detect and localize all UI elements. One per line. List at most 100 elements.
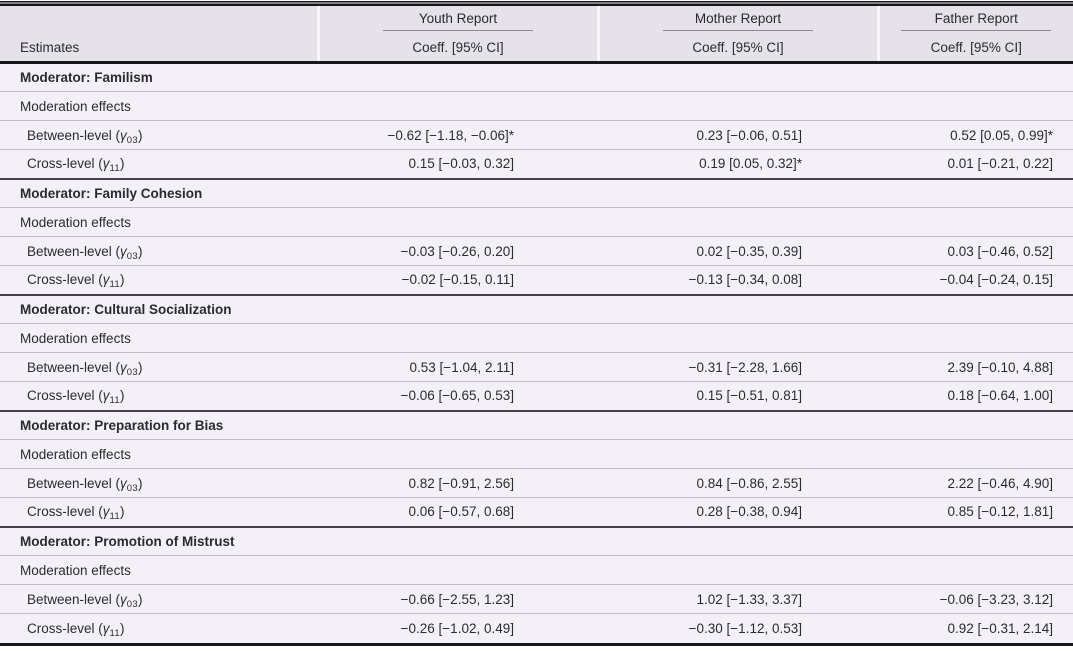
table-header: Youth Report Mother Report Father Report… xyxy=(0,6,1073,64)
estimate-label-text: Cross-level ( xyxy=(27,156,103,172)
coeff-value: −0.03 [−0.26, 0.20] xyxy=(318,236,598,266)
gamma-subscript: 11 xyxy=(109,163,120,175)
moderator-section-row: Moderator: Familism xyxy=(0,61,1073,92)
gamma-subscript: 11 xyxy=(109,395,120,407)
estimate-label-text: Between-level ( xyxy=(27,359,121,375)
column-group-father: Father Report xyxy=(876,6,1073,33)
coeff-value: 2.22 [−0.46, 4.90] xyxy=(878,468,1073,498)
estimate-row: Between-level (γ03) −0.03 [−0.26, 0.20] 0.… xyxy=(0,236,1073,266)
coeff-value: 0.06 [−0.57, 0.68] xyxy=(318,497,598,527)
coeff-value: −0.30 [−1.12, 0.53] xyxy=(598,613,878,643)
gamma-subscript: 03 xyxy=(126,366,138,378)
column-header-row: Estimates Coeff. [95% CI] Coeff. [95% CI… xyxy=(0,33,1073,64)
coeff-header-youth: Coeff. [95% CI] xyxy=(316,33,598,64)
section-title: Moderator: Cultural Socialization xyxy=(0,293,1073,324)
coeff-value: 2.39 [−0.10, 4.88] xyxy=(878,352,1073,382)
estimate-label: Cross-level (γ11) xyxy=(0,497,318,527)
coeff-value: −0.62 [−1.18, −0.06]* xyxy=(318,120,598,150)
estimate-label: Cross-level (γ11) xyxy=(0,149,318,179)
estimate-row: Between-level (γ03) −0.66 [−2.55, 1.23] 1.… xyxy=(0,584,1073,614)
estimate-label: Between-level (γ03) xyxy=(0,468,318,498)
coeff-value: −0.31 [−2.28, 1.66] xyxy=(598,352,878,382)
coeff-value: 0.15 [−0.03, 0.32] xyxy=(318,149,598,179)
moderation-effects-label: Moderation effects xyxy=(0,439,1073,469)
moderation-effects-label: Moderation effects xyxy=(0,207,1073,237)
estimate-label-text: Between-level ( xyxy=(27,591,121,607)
section-title: Moderator: Family Cohesion xyxy=(0,177,1073,208)
moderator-section-row: Moderator: Cultural Socialization xyxy=(0,293,1073,324)
section-title: Moderator: Familism xyxy=(0,61,1073,92)
coeff-value: −0.02 [−0.15, 0.11] xyxy=(318,265,598,295)
header-empty-cell xyxy=(0,6,318,33)
column-group-row: Youth Report Mother Report Father Report xyxy=(0,6,1073,33)
estimate-label-close: ) xyxy=(119,504,125,520)
youth-report-spanner: Youth Report xyxy=(383,11,533,31)
estimate-label-text: Between-level ( xyxy=(27,243,121,259)
moderation-effects-row: Moderation effects xyxy=(0,207,1073,237)
moderator-section-row: Moderator: Family Cohesion xyxy=(0,177,1073,208)
coeff-value: 0.53 [−1.04, 2.11] xyxy=(318,352,598,382)
estimate-row: Between-level (γ03) −0.62 [−1.18, −0.06]*… xyxy=(0,120,1073,150)
column-group-youth: Youth Report xyxy=(316,6,598,33)
gamma-subscript: 11 xyxy=(109,279,120,291)
estimate-label-text: Cross-level ( xyxy=(27,272,103,288)
gamma-symbol: γ xyxy=(102,620,110,636)
estimate-label-close: ) xyxy=(137,127,143,143)
estimate-label-close: ) xyxy=(137,359,143,375)
moderation-effects-label: Moderation effects xyxy=(0,555,1073,585)
estimate-label-close: ) xyxy=(137,243,143,259)
estimate-label-close: ) xyxy=(119,272,125,288)
gamma-symbol: γ xyxy=(120,127,127,143)
coeff-value: 0.52 [0.05, 0.99]* xyxy=(878,120,1073,150)
estimate-label-close: ) xyxy=(119,388,125,404)
coeff-value: 0.01 [−0.21, 0.22] xyxy=(878,149,1073,179)
gamma-subscript: 03 xyxy=(126,482,138,494)
estimate-row: Cross-level (γ11) −0.02 [−0.15, 0.11] −0.1… xyxy=(0,265,1073,295)
coeff-value: 0.03 [−0.46, 0.52] xyxy=(878,236,1073,266)
coeff-value: 0.23 [−0.06, 0.51] xyxy=(598,120,878,150)
estimate-label: Cross-level (γ11) xyxy=(0,381,318,411)
moderation-effects-row: Moderation effects xyxy=(0,439,1073,469)
estimate-label: Between-level (γ03) xyxy=(0,584,318,614)
gamma-symbol: γ xyxy=(120,591,127,607)
estimate-row: Cross-level (γ11) 0.06 [−0.57, 0.68] 0.28 … xyxy=(0,497,1073,527)
coeff-value: −0.13 [−0.34, 0.08] xyxy=(598,265,878,295)
estimate-label: Between-level (γ03) xyxy=(0,352,318,382)
coeff-value: 0.28 [−0.38, 0.94] xyxy=(598,497,878,527)
estimate-label-text: Between-level ( xyxy=(27,127,121,143)
gamma-symbol: γ xyxy=(120,359,127,375)
estimate-label-text: Between-level ( xyxy=(27,475,121,491)
coeff-value: 0.02 [−0.35, 0.39] xyxy=(598,236,878,266)
section-title: Moderator: Promotion of Mistrust xyxy=(0,525,1073,556)
estimate-label-text: Cross-level ( xyxy=(27,388,103,404)
estimate-label: Between-level (γ03) xyxy=(0,236,318,266)
estimate-label-text: Cross-level ( xyxy=(27,620,103,636)
moderation-effects-row: Moderation effects xyxy=(0,323,1073,353)
gamma-subscript: 03 xyxy=(126,134,138,146)
estimate-label: Between-level (γ03) xyxy=(0,120,318,150)
column-group-label: Father Report xyxy=(934,10,1018,26)
coeff-value: 0.19 [0.05, 0.32]* xyxy=(598,149,878,179)
coeff-value: −0.06 [−3.23, 3.12] xyxy=(878,584,1073,614)
estimate-row: Between-level (γ03) 0.53 [−1.04, 2.11] −0.… xyxy=(0,352,1073,382)
moderation-effects-row: Moderation effects xyxy=(0,555,1073,585)
coeff-value: −0.26 [−1.02, 0.49] xyxy=(318,613,598,643)
gamma-symbol: γ xyxy=(120,475,127,491)
gamma-symbol: γ xyxy=(120,243,127,259)
estimate-label-close: ) xyxy=(137,475,143,491)
coeff-header-father: Coeff. [95% CI] xyxy=(876,33,1073,64)
gamma-symbol: γ xyxy=(102,272,110,288)
gamma-subscript: 03 xyxy=(126,250,138,262)
moderation-effects-label: Moderation effects xyxy=(0,91,1073,121)
coeff-value: 0.85 [−0.12, 1.81] xyxy=(878,497,1073,527)
gamma-subscript: 11 xyxy=(109,627,120,639)
column-group-mother: Mother Report xyxy=(596,6,878,33)
moderation-results-table: Youth Report Mother Report Father Report… xyxy=(0,6,1073,643)
estimate-row: Cross-level (γ11) −0.26 [−1.02, 0.49] −0.3… xyxy=(0,613,1073,643)
estimate-label: Cross-level (γ11) xyxy=(0,265,318,295)
estimate-label-close: ) xyxy=(119,156,125,172)
coeff-value: 0.84 [−0.86, 2.55] xyxy=(598,468,878,498)
gamma-symbol: γ xyxy=(102,504,110,520)
gamma-subscript: 03 xyxy=(126,598,138,610)
estimate-row: Cross-level (γ11) 0.15 [−0.03, 0.32] 0.19 … xyxy=(0,149,1073,179)
